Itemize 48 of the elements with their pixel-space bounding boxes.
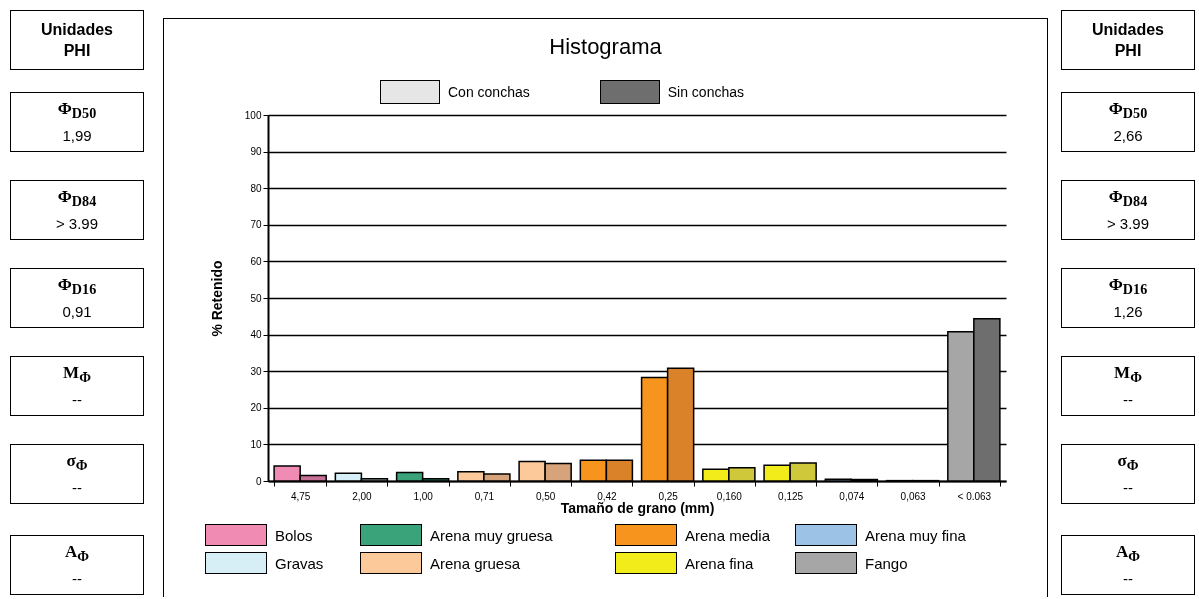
text: Φ$_{D84}$ > 3.99 xyxy=(1105,186,1151,234)
legend-label: Con conchas xyxy=(448,84,530,100)
text: A$_{Φ}$ -- xyxy=(1115,541,1141,589)
x-tick-label: 0,063 xyxy=(900,490,927,502)
y-tick-label: 80 xyxy=(250,182,262,194)
x-tick-label: 0,50 xyxy=(535,490,556,502)
text: A$_{Φ}$ -- xyxy=(64,541,90,589)
text: Fango xyxy=(865,554,908,572)
y-tick-label: 10 xyxy=(250,438,262,450)
y-tick-label: 0 xyxy=(255,475,262,487)
text: M$_{Φ}$ -- xyxy=(1113,362,1143,410)
text: σ$_{Φ}$ -- xyxy=(65,450,89,498)
text: Φ$_{D50}$ 2,66 xyxy=(1107,98,1149,146)
text: M$_{Φ}$ -- xyxy=(62,362,92,410)
x-tick-label: 0,160 xyxy=(716,490,743,502)
x-tick-label: 0,125 xyxy=(778,490,804,502)
text: σ$_{Φ}$ -- xyxy=(1116,450,1140,498)
y-tick-label: 20 xyxy=(250,402,262,414)
text: Unidades PHI xyxy=(40,20,114,61)
x-tick-label: 2,00 xyxy=(352,490,373,502)
y-tick-label: 50 xyxy=(250,292,262,304)
x-tick-label: 0,074 xyxy=(839,490,865,502)
y-axis-title: % Retenido xyxy=(208,260,225,337)
y-tick-label: 30 xyxy=(250,365,262,377)
text: Φ$_{D50}$ 1,99 xyxy=(56,98,98,146)
text: Arena gruesa xyxy=(430,554,521,572)
text: Arena muy gruesa xyxy=(430,526,553,544)
chart-title: Histograma xyxy=(548,34,663,60)
text: Gravas xyxy=(275,554,324,572)
text: Φ$_{D16}$ 1,26 xyxy=(1107,274,1149,322)
x-tick-label: < 0.063 xyxy=(957,490,992,502)
y-tick-label: 90 xyxy=(250,146,262,158)
x-tick-label: 0,71 xyxy=(474,490,495,502)
text: Φ$_{D84}$ > 3.99 xyxy=(54,186,100,234)
text: Arena media xyxy=(685,526,771,544)
y-tick-label: 70 xyxy=(250,219,262,231)
x-tick-label: 0,42 xyxy=(597,490,618,502)
text: Arena fina xyxy=(685,554,754,572)
text: Arena muy fina xyxy=(865,526,966,544)
text: Bolos xyxy=(275,526,313,544)
y-tick-label: 100 xyxy=(244,109,262,121)
text: Φ$_{D16}$ 0,91 xyxy=(56,274,98,322)
x-tick-label: 4,75 xyxy=(290,490,311,502)
y-tick-label: 40 xyxy=(250,329,262,341)
x-tick-label: 1,00 xyxy=(413,490,434,502)
y-tick-label: 60 xyxy=(250,255,262,267)
text: Unidades PHI xyxy=(1091,20,1165,61)
legend-label: Sin conchas xyxy=(667,84,744,100)
